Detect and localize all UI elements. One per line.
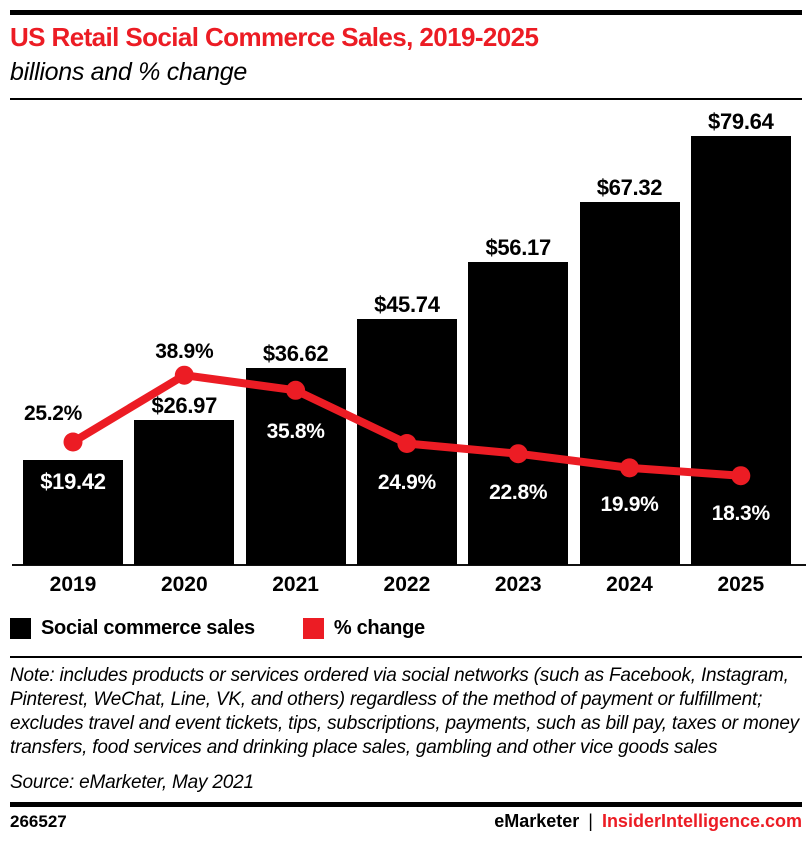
pct-value-label-2024: 19.9% (600, 492, 659, 516)
x-axis-label-2024: 2024 (606, 573, 653, 596)
source-text: Source: eMarketer, May 2021 (10, 772, 254, 793)
x-axis-label-2020: 2020 (160, 573, 208, 596)
legend-swatch-line-icon (302, 618, 324, 639)
bar-value-label-2024: $67.32 (596, 175, 663, 201)
bar-value-label-2022: $45.74 (374, 291, 440, 317)
footer-brand: eMarketer | InsiderIntelligence.com (494, 811, 802, 832)
bar-value-label-2023: $56.17 (485, 235, 551, 261)
x-axis-label-2022: 2022 (383, 573, 431, 596)
pct-marker-2020 (174, 365, 194, 385)
footer-divider (10, 802, 802, 807)
brand-separator: | (588, 811, 593, 831)
legend: Social commerce sales % change (10, 617, 425, 640)
pct-value-label-2025: 18.3% (711, 501, 770, 525)
x-axis-label-2019: 2019 (49, 573, 97, 596)
legend-swatch-bar-icon (10, 618, 31, 639)
chart-title: US Retail Social Commerce Sales, 2019-20… (10, 22, 539, 52)
x-axis-label-2025: 2025 (717, 573, 765, 596)
pct-value-label-2020: 38.9% (155, 340, 214, 364)
note-text: Note: includes products or services orde… (10, 665, 799, 758)
brand-site: InsiderIntelligence.com (601, 811, 802, 831)
legend-item-pct-change: % change (302, 617, 425, 640)
pct-value-label-2019: 25.2% (23, 402, 83, 425)
chart-area: $19.42 2019 $26.97 2020 $36.62 2021 $45.74 2022… (12, 109, 806, 596)
header-divider (10, 98, 802, 100)
legend-divider (10, 656, 802, 658)
x-axis-label-2021: 2021 (272, 573, 319, 596)
bar-value-label-2019: $19.42 (40, 469, 106, 495)
chart-subtitle: billions and % change (10, 58, 247, 86)
bar-value-label-2021: $36.62 (262, 340, 329, 366)
bar-value-label-2025: $79.64 (708, 109, 774, 134)
pct-value-label-2023: 22.8% (489, 480, 548, 504)
pct-value-label-2021: 35.8% (266, 420, 325, 444)
chart-id: 266527 (10, 812, 67, 831)
pct-marker-2019 (63, 432, 83, 452)
brand-emarketer: eMarketer (494, 811, 580, 831)
top-accent-bar (10, 10, 802, 15)
x-axis-label-2023: 2023 (494, 573, 542, 596)
legend-label-pct-change: % change (333, 617, 425, 639)
legend-label-social-commerce-sales: Social commerce sales (41, 617, 255, 639)
legend-item-social-commerce-sales: Social commerce sales (10, 617, 255, 640)
x-axis-line (12, 564, 806, 566)
bar-2025 (690, 136, 791, 565)
